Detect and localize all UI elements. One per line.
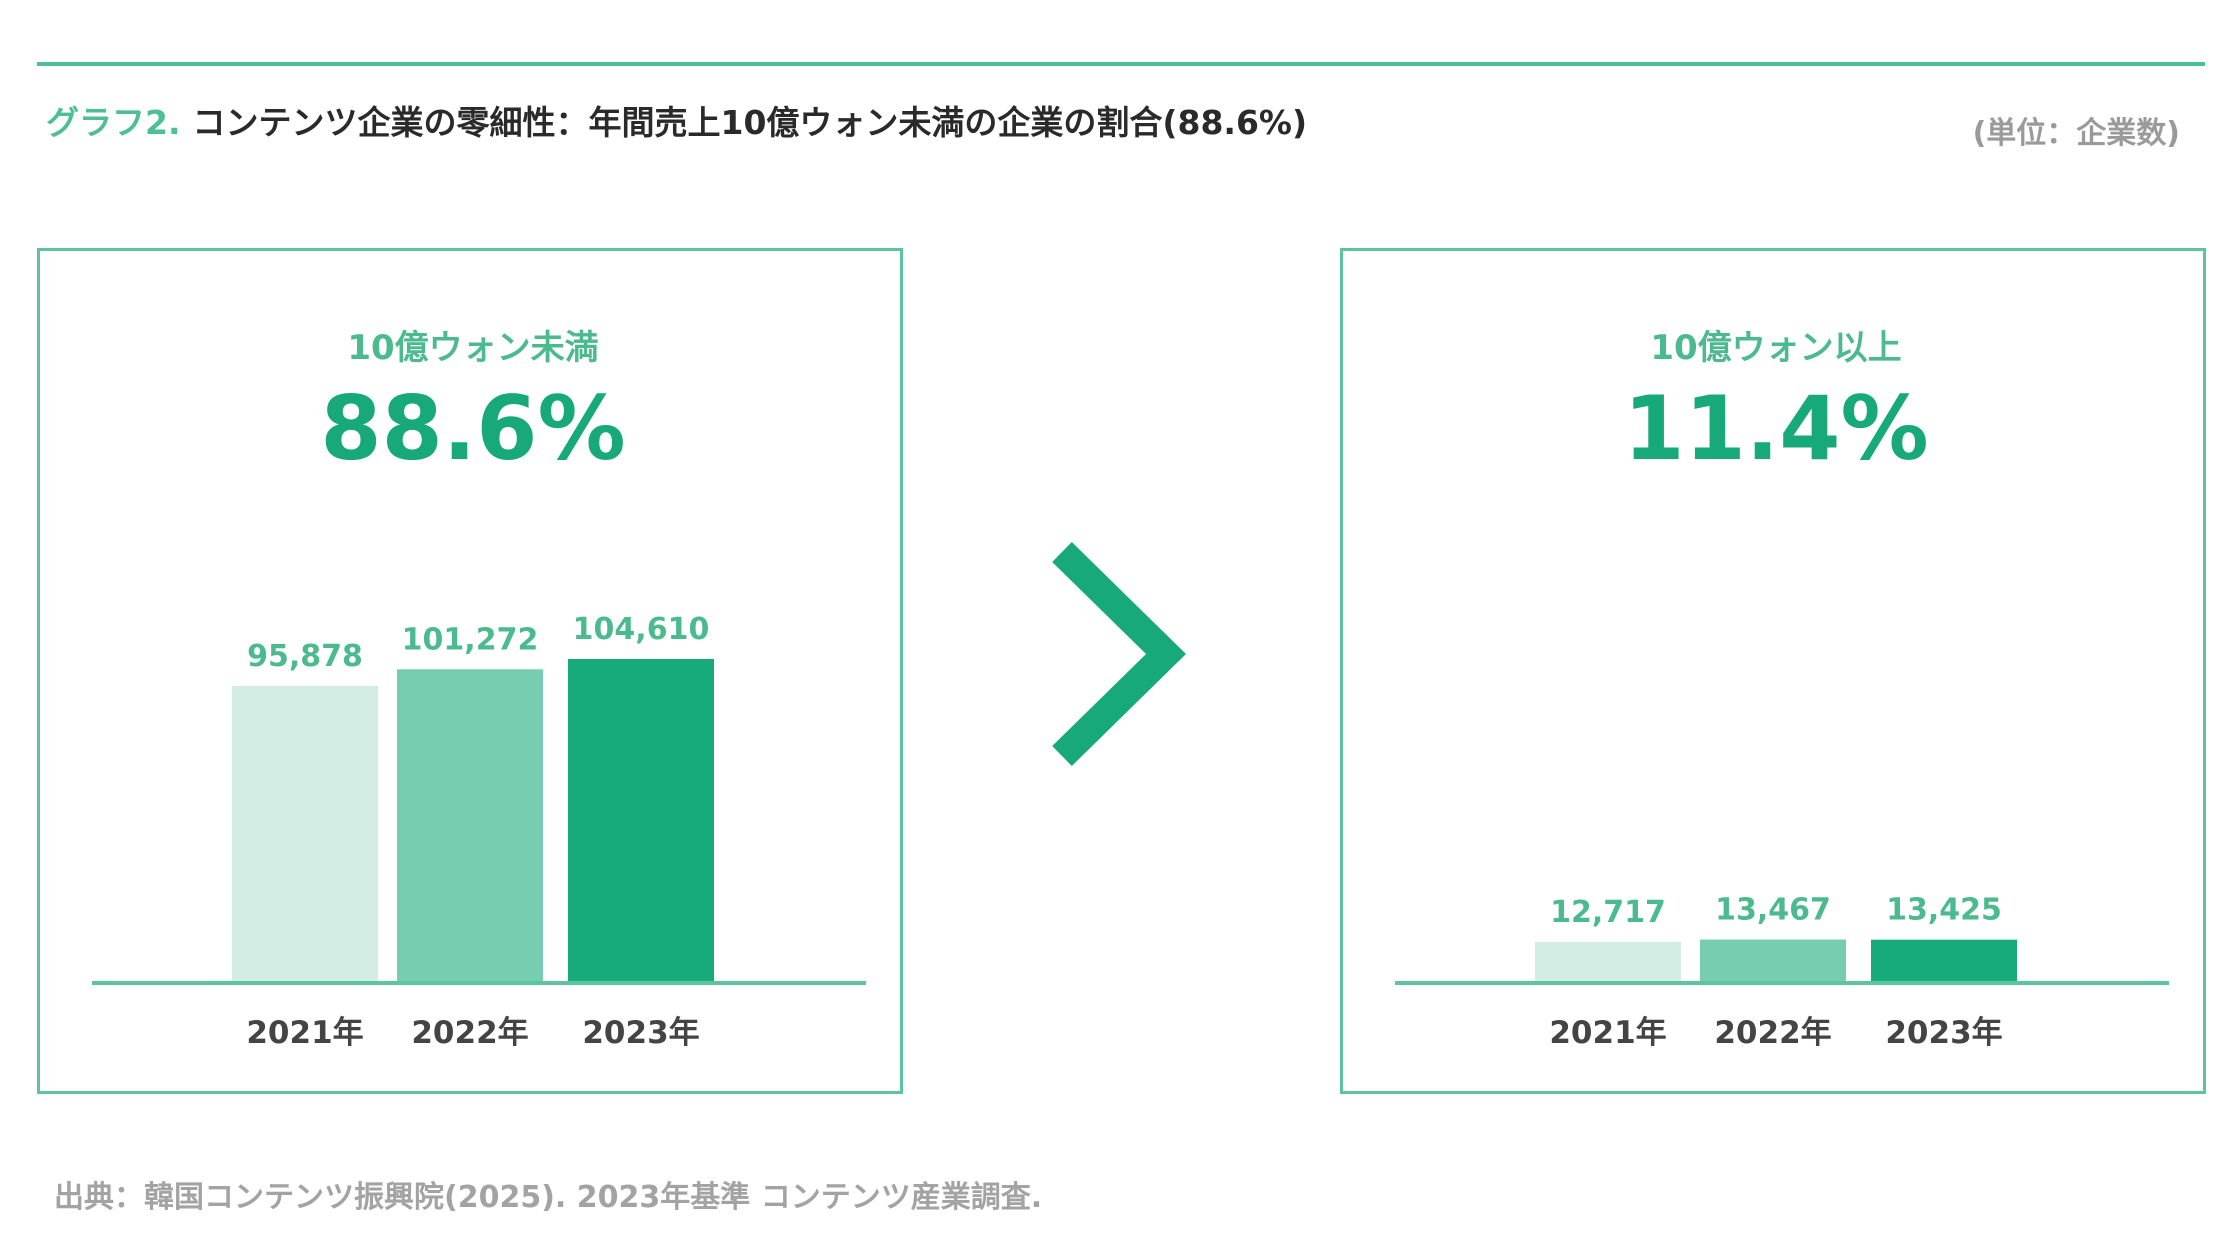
value-label: 12,717 (1550, 895, 1666, 930)
value-label: 101,272 (402, 622, 539, 657)
bar-2023 (568, 659, 714, 981)
chevron-right-icon (1040, 540, 1200, 774)
bar-2022 (397, 669, 543, 981)
source-note: 出典：韓国コンテンツ振興院(2025). 2023年基準 コンテンツ産業調査. (54, 1180, 1043, 1215)
unit-label: (単位：企業数) (1972, 116, 2180, 151)
top-rule (37, 62, 2205, 66)
chart-title: グラフ2. コンテンツ企業の零細性：年間売上10億ウォン未満の企業の割合(88.6… (46, 96, 1307, 144)
panel-over-1b: 10億ウォン以上 11.4% 12,717 2021年 13,467 2022年 13,42… (1340, 248, 2206, 1094)
panel-under-1b: 10億ウォン未満 88.6% 95,878 2021年 101,272 2022年 104,… (37, 248, 903, 1094)
category-label: 2022年 (411, 1015, 528, 1051)
bar-2021 (1535, 941, 1681, 981)
value-label: 95,878 (247, 639, 363, 674)
value-label: 13,425 (1886, 893, 2002, 928)
chart-over-1b: 10億ウォン以上 11.4% 12,717 2021年 13,467 2022年 13,42… (1395, 328, 2169, 1051)
bar-2022 (1700, 939, 1846, 981)
panel-heading: 10億ウォン未満 (347, 328, 598, 368)
category-label: 2023年 (1885, 1015, 2002, 1051)
category-label: 2023年 (582, 1015, 699, 1051)
title-prefix: グラフ2. (46, 103, 181, 142)
chart-under-1b: 10億ウォン未満 88.6% 95,878 2021年 101,272 2022年 104,… (92, 328, 866, 1051)
value-label: 13,467 (1715, 893, 1831, 928)
category-label: 2022年 (1714, 1015, 1831, 1051)
value-label: 104,610 (573, 612, 710, 647)
bar-2023 (1871, 939, 2017, 981)
category-label: 2021年 (1549, 1015, 1666, 1051)
share-value: 88.6% (320, 377, 625, 480)
bar-2021 (232, 685, 378, 981)
category-label: 2021年 (246, 1015, 363, 1051)
panel-heading: 10億ウォン以上 (1650, 328, 1901, 368)
share-value: 11.4% (1623, 377, 1928, 480)
title-text: コンテンツ企業の零細性：年間売上10億ウォン未満の企業の割合(88.6%) (192, 103, 1308, 142)
